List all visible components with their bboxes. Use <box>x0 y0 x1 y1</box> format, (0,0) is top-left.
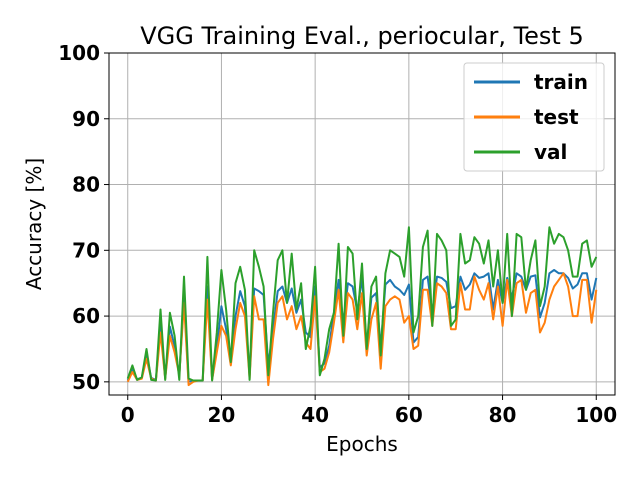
series-lines <box>126 226 598 387</box>
x-tick-label: 20 <box>208 403 236 427</box>
series-line-test <box>126 272 598 387</box>
series-line-val <box>126 226 598 382</box>
y-tick-label: 70 <box>72 238 100 262</box>
legend-label-test: test <box>534 105 579 129</box>
chart-title: VGG Training Eval., periocular, Test 5 <box>140 22 583 50</box>
x-tick-label: 40 <box>301 403 329 427</box>
y-tick-label: 90 <box>72 107 100 131</box>
legend-box <box>463 62 605 172</box>
legend: train test val <box>463 62 605 172</box>
axis-ticks: 0 20 40 60 80 100 50 60 70 80 90 100 <box>58 41 617 427</box>
x-tick-label: 100 <box>575 403 617 427</box>
plot-frame <box>108 52 616 396</box>
x-tick-label: 60 <box>395 403 423 427</box>
y-tick-label: 80 <box>72 173 100 197</box>
y-axis-label: Accuracy [%] <box>22 158 46 290</box>
legend-label-val: val <box>534 140 567 164</box>
y-tick-label: 50 <box>72 370 100 394</box>
x-tick-label: 0 <box>121 403 135 427</box>
y-tick-label: 60 <box>72 304 100 328</box>
x-tick-label: 80 <box>489 403 517 427</box>
legend-label-train: train <box>534 70 588 94</box>
y-tick-label: 100 <box>58 41 100 65</box>
x-axis-label: Epochs <box>326 432 398 456</box>
